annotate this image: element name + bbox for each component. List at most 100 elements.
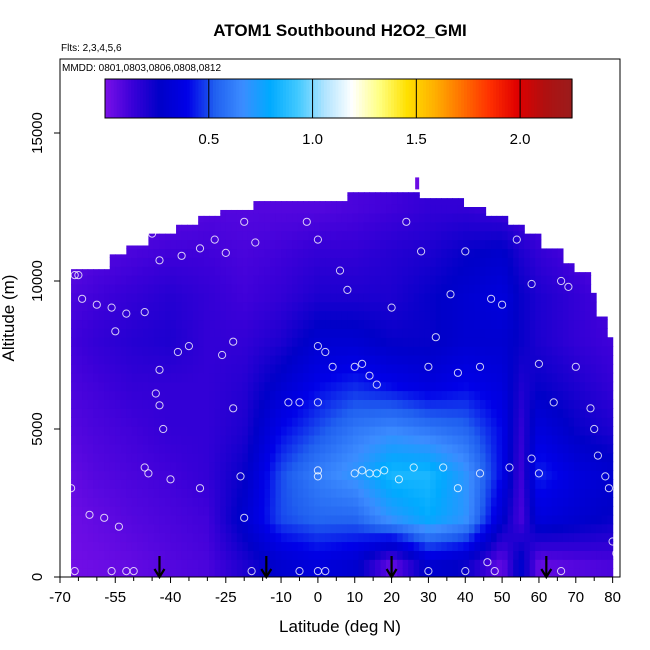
heatmap-cell <box>330 417 337 427</box>
heatmap-cell <box>551 310 558 321</box>
heatmap-cell <box>441 408 448 418</box>
heatmap-cell <box>402 568 409 577</box>
heatmap-cell <box>480 568 487 577</box>
heatmap-cell <box>236 434 243 445</box>
heatmap-cell <box>441 523 448 534</box>
heatmap-cell <box>341 266 348 276</box>
heatmap-cell <box>424 443 431 454</box>
heatmap-cell <box>341 559 348 569</box>
heatmap-cell <box>375 363 382 374</box>
heatmap-cell <box>159 541 166 551</box>
heatmap-cell <box>292 337 299 347</box>
observation-marker <box>140 308 149 317</box>
heatmap-cell <box>258 497 266 507</box>
heatmap-cell <box>253 505 260 516</box>
heatmap-cell <box>330 426 337 436</box>
heatmap-cell <box>369 221 376 232</box>
heatmap-cell <box>153 559 161 569</box>
heatmap-cell <box>573 470 581 480</box>
heatmap-cell <box>485 239 492 250</box>
heatmap-cell <box>430 417 437 427</box>
heatmap-cell <box>551 497 558 507</box>
heatmap-cell <box>109 532 116 543</box>
heatmap-cell <box>165 248 172 258</box>
heatmap-cell <box>325 550 332 560</box>
observation-marker <box>177 251 186 260</box>
observation-marker <box>350 469 359 478</box>
heatmap-cell <box>568 452 575 463</box>
heatmap-cell <box>601 514 608 525</box>
heatmap-cell <box>264 505 271 516</box>
heatmap-cell <box>540 497 547 507</box>
heatmap-cell <box>529 461 536 472</box>
heatmap-cell <box>402 381 409 392</box>
colorbar-segment <box>461 79 465 118</box>
heatmap-cell <box>209 479 216 489</box>
heatmap-cell <box>319 319 326 329</box>
heatmap-cell <box>93 310 100 321</box>
observation-marker <box>240 513 249 522</box>
heatmap-cell <box>192 434 199 445</box>
heatmap-cell <box>71 497 78 507</box>
heatmap-cell <box>496 434 503 445</box>
heatmap-cell <box>258 479 266 489</box>
heatmap-cell <box>236 283 243 294</box>
heatmap-cell <box>568 292 575 303</box>
heatmap-cell <box>513 328 520 338</box>
heatmap-cell <box>369 541 376 551</box>
heatmap-cell <box>358 328 365 338</box>
heatmap-cell <box>198 337 205 347</box>
heatmap-cell <box>82 559 89 569</box>
heatmap-cell <box>319 239 326 250</box>
heatmap-cell <box>551 399 558 409</box>
heatmap-cell <box>430 221 437 232</box>
heatmap-cell <box>607 337 614 347</box>
heatmap-cell <box>573 283 581 294</box>
heatmap-cell <box>369 497 376 507</box>
heatmap-cell <box>457 381 465 392</box>
heatmap-cell <box>292 443 299 454</box>
heatmap-cell <box>76 488 83 498</box>
heatmap-cell <box>468 301 476 312</box>
heatmap-cell <box>568 568 575 577</box>
heatmap-cell <box>242 497 249 507</box>
heatmap-cell <box>192 568 199 577</box>
heatmap-cell <box>485 426 492 436</box>
heatmap-cell <box>568 550 575 560</box>
heatmap-cell <box>435 541 442 551</box>
heatmap-cell <box>336 292 343 303</box>
heatmap-cell <box>120 257 127 267</box>
heatmap-cell <box>325 479 332 489</box>
heatmap-cell <box>363 319 371 329</box>
heatmap-cell <box>231 505 238 516</box>
heatmap-cell <box>441 443 448 454</box>
heatmap-cell <box>573 328 581 338</box>
heatmap-cell <box>380 461 387 472</box>
heatmap-cell <box>568 461 575 472</box>
heatmap-cell <box>131 390 138 400</box>
colorbar-segment <box>221 79 226 118</box>
heatmap-cell <box>518 310 525 321</box>
heatmap-cell <box>93 417 100 427</box>
heatmap-cell <box>220 346 227 356</box>
heatmap-cell <box>231 301 238 312</box>
heatmap-cell <box>192 363 199 374</box>
heatmap-cell <box>496 310 503 321</box>
colorbar-segment <box>250 79 255 118</box>
heatmap-cell <box>325 390 332 400</box>
heatmap-cell <box>225 363 232 374</box>
heatmap-cell <box>314 363 321 374</box>
heatmap-cell <box>325 408 332 418</box>
heatmap-cell <box>308 541 315 551</box>
heatmap-cell <box>264 408 271 418</box>
heatmap-cell <box>446 319 453 329</box>
heatmap-cell <box>347 275 354 285</box>
heatmap-cell <box>430 399 437 409</box>
heatmap-cell <box>468 426 476 436</box>
colorbar-segment <box>137 79 141 118</box>
heatmap-cell <box>446 372 453 383</box>
heatmap-cell <box>325 275 332 285</box>
heatmap-cell <box>375 443 382 454</box>
heatmap-cell <box>573 319 581 329</box>
heatmap-cell <box>297 292 304 303</box>
